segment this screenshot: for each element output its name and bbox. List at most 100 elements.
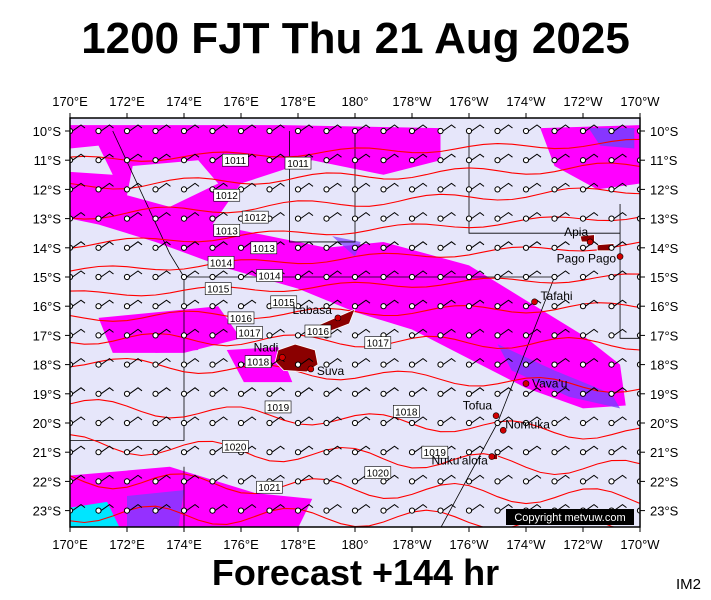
lat-tick-label-left: 14°S [33, 241, 62, 256]
isobar-value: 1012 [244, 213, 267, 224]
wind-barb-icon [351, 153, 371, 164]
isobar-label: 1012 [241, 210, 269, 224]
wind-barb-icon [266, 182, 285, 193]
wind-barb-icon [465, 182, 485, 193]
wind-barb-icon [180, 357, 200, 368]
wind-barb-icon [408, 153, 428, 164]
wind-barb-icon [209, 387, 228, 397]
wind-barb-icon [351, 416, 371, 427]
lon-tick-label-top: 172°E [109, 94, 145, 109]
wind-barb-icon [437, 153, 456, 164]
wind-barb-icon [465, 503, 485, 514]
wind-barb-icon [494, 416, 513, 427]
lon-tick-label-top: 174°W [506, 94, 546, 109]
place-label: Nadi [254, 340, 279, 354]
wind-barb-icon [180, 241, 200, 251]
wind-barb-icon [437, 387, 456, 397]
wind-barb-icon [608, 474, 627, 485]
place-label: Labasa [293, 303, 333, 317]
wind-barb-icon [608, 270, 627, 281]
lat-tick-label-left: 19°S [33, 387, 62, 402]
lat-tick-label-right: 15°S [650, 270, 679, 285]
isobar-value: 1018 [395, 407, 418, 418]
wind-barb-icon [209, 299, 228, 310]
wind-barb-icon [294, 416, 314, 427]
wind-barb-icon [180, 182, 200, 193]
wind-barb-icon [408, 182, 428, 193]
lat-tick-label-right: 13°S [650, 212, 679, 227]
wind-barb-icon [465, 124, 485, 135]
wind-barb-icon [408, 299, 428, 310]
place-marker: Pago Pago [557, 252, 624, 266]
wind-barb-icon [152, 153, 171, 164]
lon-tick-label-bottom: 170°W [620, 537, 660, 552]
wind-barb-icon [152, 299, 171, 310]
wind-barb-icon [551, 153, 570, 164]
wind-barb-icon [95, 387, 114, 397]
isobar-label: 1014 [256, 269, 283, 283]
isobar-label: 1016 [304, 324, 332, 338]
wind-barb-icon [180, 445, 200, 456]
wind-barb-icon [266, 124, 285, 135]
isobar-label: 1018 [244, 355, 272, 369]
wind-barb-icon [237, 474, 257, 485]
lat-tick-label-left: 21°S [33, 445, 62, 460]
lat-tick-label-right: 12°S [650, 182, 679, 197]
wind-barb-icon [380, 182, 399, 193]
wind-barb-icon [152, 211, 171, 222]
wind-barb-icon [95, 474, 114, 485]
lat-tick-label-left: 15°S [33, 270, 62, 285]
wind-barb-icon [465, 241, 485, 251]
wind-barb-icon [294, 445, 314, 456]
lat-tick-label-right: 19°S [650, 387, 679, 402]
lon-tick-label-top: 180° [342, 94, 369, 109]
wind-barb-icon [408, 474, 428, 485]
wind-barb-icon [494, 328, 513, 339]
wind-barb-icon [123, 211, 143, 222]
wind-barb-icon [180, 299, 200, 310]
wind-barb-icon [408, 416, 428, 427]
wind-barb-icon [551, 445, 570, 456]
isobar-value: 1016 [307, 327, 330, 338]
wind-barb-icon [123, 153, 143, 164]
wind-barb-icon [152, 503, 171, 514]
lat-tick-label-left: 12°S [33, 182, 62, 197]
lat-tick-label-left: 11°S [34, 153, 62, 168]
wind-barb-icon [380, 241, 399, 251]
lon-tick-label-top: 176°W [449, 94, 489, 109]
wind-barb-icon [579, 474, 599, 485]
wind-barb-icon [551, 328, 570, 339]
wind-barb-icon [522, 182, 542, 193]
wind-barb-icon [294, 211, 314, 222]
wind-barb-icon [408, 503, 428, 514]
isobar-value: 1019 [424, 448, 447, 459]
isobar-label: 1012 [213, 188, 241, 202]
place-label: Nuku'alofa [431, 454, 488, 468]
wind-barb-icon [380, 270, 399, 281]
wind-barb-icon [95, 416, 114, 427]
place-label: Tofua [463, 399, 493, 413]
wind-barb-icon [152, 357, 171, 368]
wind-barb-icon [494, 474, 513, 485]
image-code: IM2 [675, 576, 701, 593]
wind-barb-icon [465, 416, 485, 427]
wind-barb-icon [579, 357, 599, 368]
wind-barb-icon [180, 328, 200, 339]
lat-tick-label-left: 20°S [33, 416, 62, 431]
wind-barb-icon [551, 357, 570, 368]
wind-barb-icon [237, 299, 257, 310]
wind-barb-icon [380, 299, 399, 310]
wind-barb-icon [437, 474, 456, 485]
wind-barb-icon [323, 474, 342, 485]
wind-barb-icon [95, 153, 114, 164]
wind-barb-icon [608, 211, 627, 222]
isobar-label: 1021 [256, 480, 283, 494]
wind-barb-icon [380, 445, 399, 456]
wind-barb-icon [209, 211, 228, 222]
wind-barb-icon [123, 299, 143, 310]
wind-barb-icon [579, 241, 599, 251]
wind-barb-icon [323, 211, 342, 222]
isobar-label: 1017 [364, 336, 392, 350]
wind-barb-icon [323, 182, 342, 193]
